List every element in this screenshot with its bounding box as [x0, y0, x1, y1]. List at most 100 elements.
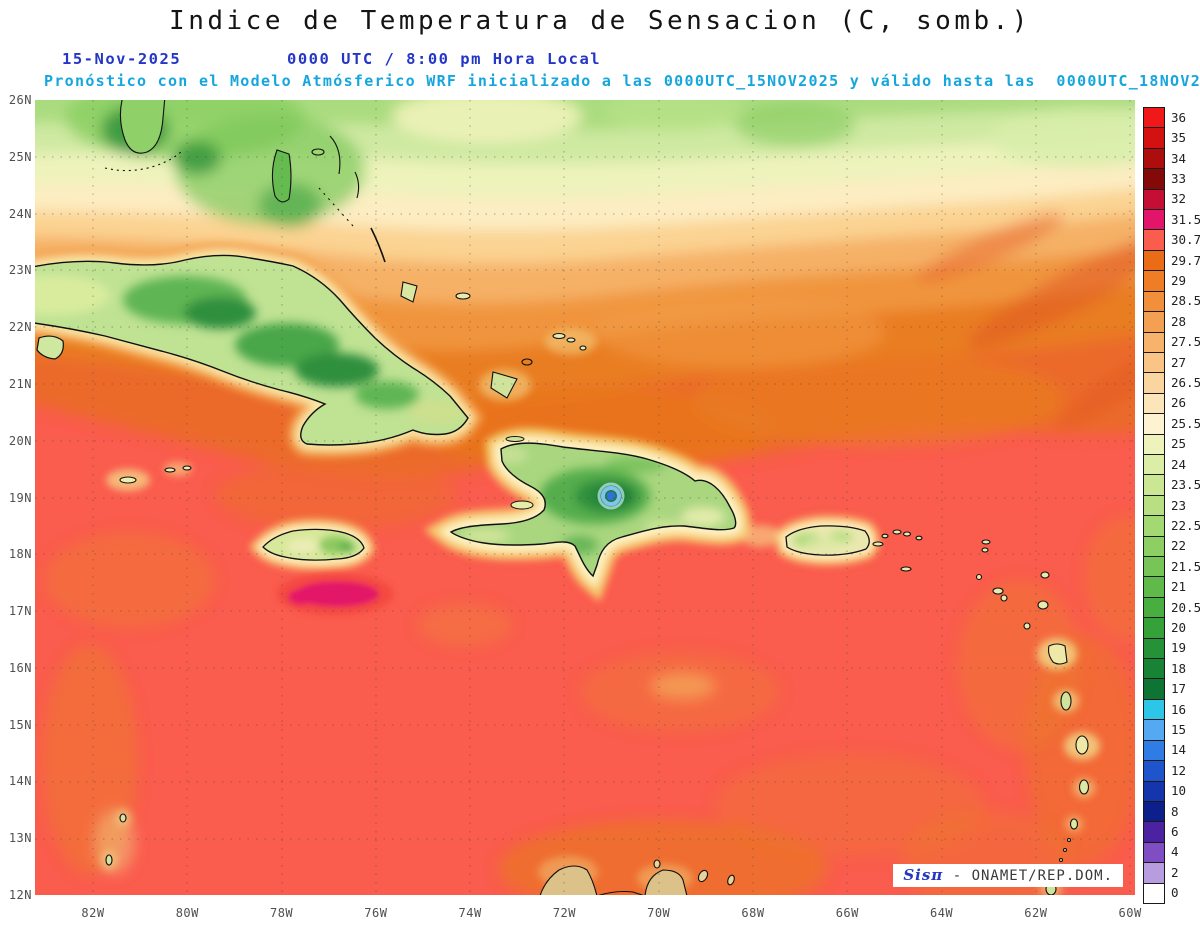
colorbar-value: 21: [1171, 579, 1187, 595]
lon-label: 62W: [1024, 906, 1048, 920]
colorbar-value: 26: [1171, 395, 1187, 411]
lat-label: 22N: [8, 320, 32, 335]
colorbar-value: 36: [1171, 109, 1187, 125]
lon-label: 78W: [269, 906, 294, 920]
colorbar-cell: [1143, 372, 1165, 394]
colorbar-cell: [1143, 311, 1165, 333]
colorbar-cell: [1143, 678, 1165, 700]
colorbar-cell: [1143, 535, 1165, 558]
colorbar-cell: [1143, 637, 1165, 660]
lon-label: 80W: [175, 906, 199, 920]
lon-label: 74W: [458, 906, 482, 920]
colorbar-cell: [1143, 698, 1165, 721]
colorbar-value: 29.7: [1171, 252, 1200, 268]
small-islands: [104, 100, 1090, 895]
colorbar-value: 19: [1171, 640, 1187, 656]
colorbar-value: 17: [1171, 681, 1187, 697]
colorbar-value: 4: [1171, 844, 1179, 860]
colorbar-value: 10: [1171, 783, 1187, 799]
colorbar-value: 32: [1171, 191, 1187, 207]
colorbar-cell: [1143, 719, 1165, 741]
colorbar-value: 2: [1171, 864, 1179, 880]
colorbar-value: 0: [1171, 885, 1179, 901]
cold-spot-marker: [597, 482, 625, 510]
colorbar-value: 22.5: [1171, 517, 1200, 533]
lat-label: 18N: [8, 547, 32, 562]
colorbar-value: 28.5: [1171, 293, 1200, 309]
colorbar-value: 20: [1171, 619, 1187, 635]
colorbar-value: 8: [1171, 803, 1179, 819]
colorbar-cell: [1143, 229, 1165, 251]
colorbar-value: 12: [1171, 762, 1187, 778]
colorbar-cell: [1143, 617, 1165, 639]
lon-label: 66W: [835, 906, 859, 920]
valid-time: 0000 UTC / 8:00 pm Hora Local: [287, 50, 602, 68]
colorbar: 36 35 34 33 32 31.5 30.7 29.7 29 28.5 28 27.5 27 26.5…: [1143, 107, 1200, 907]
attribution-text: - ONAMET/REP.DOM.: [943, 868, 1113, 884]
colorbar-cell: [1143, 107, 1165, 129]
lon-label: 68W: [741, 906, 765, 920]
lat-label: 24N: [8, 206, 32, 221]
lon-label: 72W: [552, 906, 577, 920]
colorbar-value: 30.7: [1171, 232, 1200, 248]
extreme-heat-cell: [277, 573, 393, 615]
forecast-description: Pronóstico con el Modelo Atmósferico WRF…: [44, 72, 1200, 90]
island-jamaica: [262, 528, 365, 561]
map-panel: Sisπ - ONAMET/REP.DOM.: [35, 100, 1135, 895]
colorbar-value: 24: [1171, 456, 1187, 472]
lat-label: 26N: [8, 93, 32, 107]
colorbar-cell: [1143, 270, 1165, 292]
colorbar-cell: [1143, 290, 1165, 313]
lat-label: 16N: [8, 660, 32, 675]
colorbar-value: 23: [1171, 497, 1187, 513]
colorbar-value: 20.5: [1171, 599, 1200, 615]
colorbar-value: 6: [1171, 824, 1179, 840]
lon-label: 70W: [647, 906, 671, 920]
valid-date: 15-Nov-2025: [62, 50, 182, 68]
colorbar-cell: [1143, 209, 1165, 231]
colorbar-cell: [1143, 515, 1165, 537]
colorbar-value: 29: [1171, 272, 1187, 288]
lat-label: 19N: [8, 490, 32, 505]
colorbar-value: 18: [1171, 660, 1187, 676]
colorbar-value: 14: [1171, 742, 1187, 758]
colorbar-cell: [1143, 147, 1165, 170]
colorbar-cell: [1143, 862, 1165, 884]
colorbar-cell: [1143, 596, 1165, 619]
colorbar-value: 23.5: [1171, 477, 1200, 493]
island-puerto-rico: [785, 525, 870, 556]
colorbar-value: 28: [1171, 313, 1187, 329]
colorbar-value: 27: [1171, 354, 1187, 370]
lat-label: 25N: [8, 149, 32, 164]
colorbar-cell: [1143, 413, 1165, 435]
lon-label: 60W: [1118, 906, 1142, 920]
colorbar-value: 22: [1171, 538, 1187, 554]
lat-label: 23N: [8, 263, 32, 278]
colorbar-value: 16: [1171, 701, 1187, 717]
colorbar-value: 27.5: [1171, 334, 1200, 350]
colorbar-cell: [1143, 658, 1165, 680]
colorbar-cell: [1143, 821, 1165, 843]
colorbar-cell: [1143, 556, 1165, 578]
lat-label: 12N: [8, 888, 32, 902]
colorbar-value: 21.5: [1171, 558, 1200, 574]
lat-label: 15N: [8, 717, 32, 732]
lat-label: 14N: [8, 774, 32, 789]
colorbar-cell: [1143, 433, 1165, 455]
colorbar-cell: [1143, 800, 1165, 823]
colorbar-cell: [1143, 127, 1165, 149]
weather-map: [35, 100, 1135, 895]
colorbar-cell: [1143, 168, 1165, 190]
colorbar-value: 34: [1171, 150, 1187, 166]
island-cuba: [35, 254, 469, 446]
colorbar-cell: [1143, 576, 1165, 598]
sispi-logo: Sisπ: [903, 866, 944, 884]
colorbar-cell: [1143, 780, 1165, 802]
colorbar-cell: [1143, 188, 1165, 211]
colorbar-value: 25: [1171, 436, 1187, 452]
colorbar-cell: [1143, 351, 1165, 374]
lon-label: 82W: [81, 906, 105, 920]
page-title: Indice de Temperatura de Sensacion (C, s…: [169, 6, 1031, 36]
lat-label: 20N: [8, 433, 32, 448]
attribution: Sisπ - ONAMET/REP.DOM.: [893, 864, 1123, 887]
